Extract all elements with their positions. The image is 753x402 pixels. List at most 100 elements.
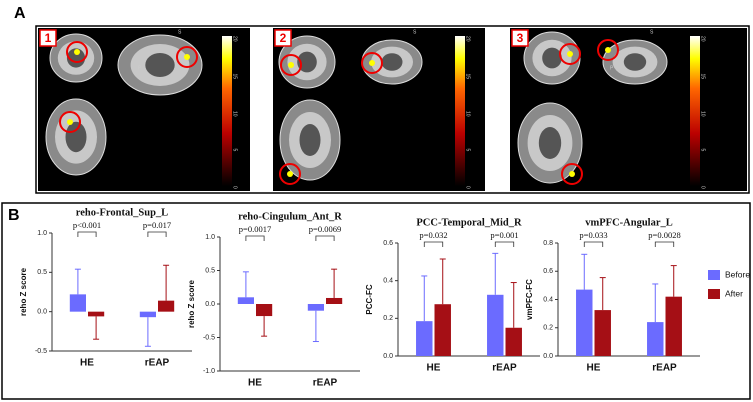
p-value: p=0.0017 — [239, 224, 271, 234]
y-tick-label: 1.0 — [205, 234, 215, 241]
hot-spot — [569, 171, 575, 177]
colorbar-tick: 5 — [700, 149, 706, 152]
chart-title: reho-Frontal_Sup_L — [76, 207, 168, 218]
bar — [326, 297, 343, 304]
bar — [307, 304, 324, 311]
y-tick-label: 0.5 — [37, 269, 47, 276]
roi-ring — [361, 52, 383, 74]
bar — [576, 289, 593, 356]
colorbar-tick: 20 — [465, 36, 471, 42]
bar — [594, 310, 611, 356]
legend-swatch — [708, 289, 720, 299]
roi-ring — [66, 41, 88, 63]
p-value: p<0.001 — [73, 220, 101, 230]
number-box — [274, 29, 292, 47]
significance-bracket — [654, 241, 675, 247]
colorbar-tick: 15 — [700, 74, 706, 80]
hot-spot — [184, 54, 190, 60]
y-tick-label: -1.0 — [203, 368, 215, 375]
roi-ring — [280, 54, 302, 76]
brain-core — [381, 53, 403, 71]
legend-label: After — [725, 288, 743, 298]
x-tick-label: rEAP — [145, 358, 170, 369]
bar — [139, 311, 156, 318]
x-tick-label: rEAP — [652, 363, 677, 374]
colorbar — [222, 36, 232, 186]
orientation-label: P — [373, 65, 377, 71]
y-tick-label: 0.0 — [383, 353, 393, 360]
bar — [416, 321, 433, 356]
chart-title: PCC-Temporal_Mid_R — [416, 217, 522, 228]
y-tick-label: 0.6 — [543, 268, 553, 275]
roi-ring — [559, 43, 581, 65]
number-box — [511, 29, 529, 47]
y-axis-label: reho Z score — [19, 267, 28, 316]
y-axis-label: PCC-FC — [365, 284, 374, 314]
bar — [69, 294, 86, 312]
y-tick-label: 1.0 — [37, 230, 47, 237]
brain-core — [66, 48, 86, 68]
p-value: p=0.001 — [490, 230, 518, 240]
panel-b-frame — [1, 202, 751, 400]
colorbar-tick: 5 — [465, 149, 471, 152]
chart-title: vmPFC-Angular_L — [585, 217, 673, 228]
x-tick-label: rEAP — [492, 363, 517, 374]
hot-spot — [605, 47, 611, 53]
significance-bracket — [245, 235, 265, 241]
brain-core — [538, 127, 562, 159]
significance-bracket — [583, 241, 604, 247]
brain-core — [542, 47, 562, 69]
orientation-label: P — [610, 65, 614, 71]
colorbar-tick: 20 — [232, 36, 238, 42]
legend-label: Before — [725, 269, 750, 279]
y-tick-label: 0.8 — [543, 240, 553, 247]
hot-spot — [287, 171, 293, 177]
bar — [256, 304, 273, 317]
colorbar-tick: 0 — [700, 186, 706, 189]
x-tick-label: HE — [80, 358, 94, 369]
bar — [647, 322, 664, 356]
y-tick-label: 0.4 — [383, 278, 393, 285]
number-box — [39, 29, 57, 47]
bar — [237, 297, 254, 304]
colorbar-tick: 10 — [465, 111, 471, 117]
bar — [665, 296, 682, 356]
hot-spot — [369, 60, 375, 66]
x-tick-label: rEAP — [313, 378, 338, 389]
legend-swatch — [708, 270, 720, 280]
roi-ring — [59, 111, 81, 133]
colorbar-tick: 0 — [232, 186, 238, 189]
y-tick-label: -0.5 — [203, 334, 215, 341]
panel-number: 1 — [45, 31, 52, 45]
p-value: p=0.033 — [579, 230, 607, 240]
x-tick-label: HE — [427, 363, 441, 374]
panel-number: 3 — [517, 31, 524, 45]
hot-spot — [67, 119, 73, 125]
orientation-label: P — [138, 65, 142, 71]
colorbar-tick: 10 — [232, 111, 238, 117]
y-tick-label: 0.6 — [383, 240, 393, 247]
colorbar-tick: 10 — [700, 111, 706, 117]
colorbar-tick: 15 — [232, 74, 238, 80]
y-tick-label: 0.0 — [543, 353, 553, 360]
y-tick-label: 0.0 — [205, 301, 215, 308]
panel-label: B — [8, 207, 20, 224]
orientation-label: S — [178, 29, 182, 35]
colorbar-tick: 5 — [232, 149, 238, 152]
bar — [434, 304, 451, 356]
colorbar-tick: 0 — [465, 186, 471, 189]
p-value: p=0.0069 — [309, 224, 341, 234]
y-tick-label: 0.5 — [205, 267, 215, 274]
y-tick-label: -0.5 — [35, 348, 47, 355]
bar — [158, 300, 175, 312]
orientation-label: S — [650, 29, 654, 35]
y-tick-label: 0.2 — [383, 315, 393, 322]
colorbar — [690, 36, 700, 186]
p-value: p=0.0028 — [648, 230, 680, 240]
roi-ring — [279, 163, 301, 185]
hot-spot — [74, 49, 80, 55]
y-tick-label: 0.0 — [37, 309, 47, 316]
brain-core — [65, 121, 87, 153]
bar — [88, 311, 105, 317]
bar — [487, 294, 504, 356]
